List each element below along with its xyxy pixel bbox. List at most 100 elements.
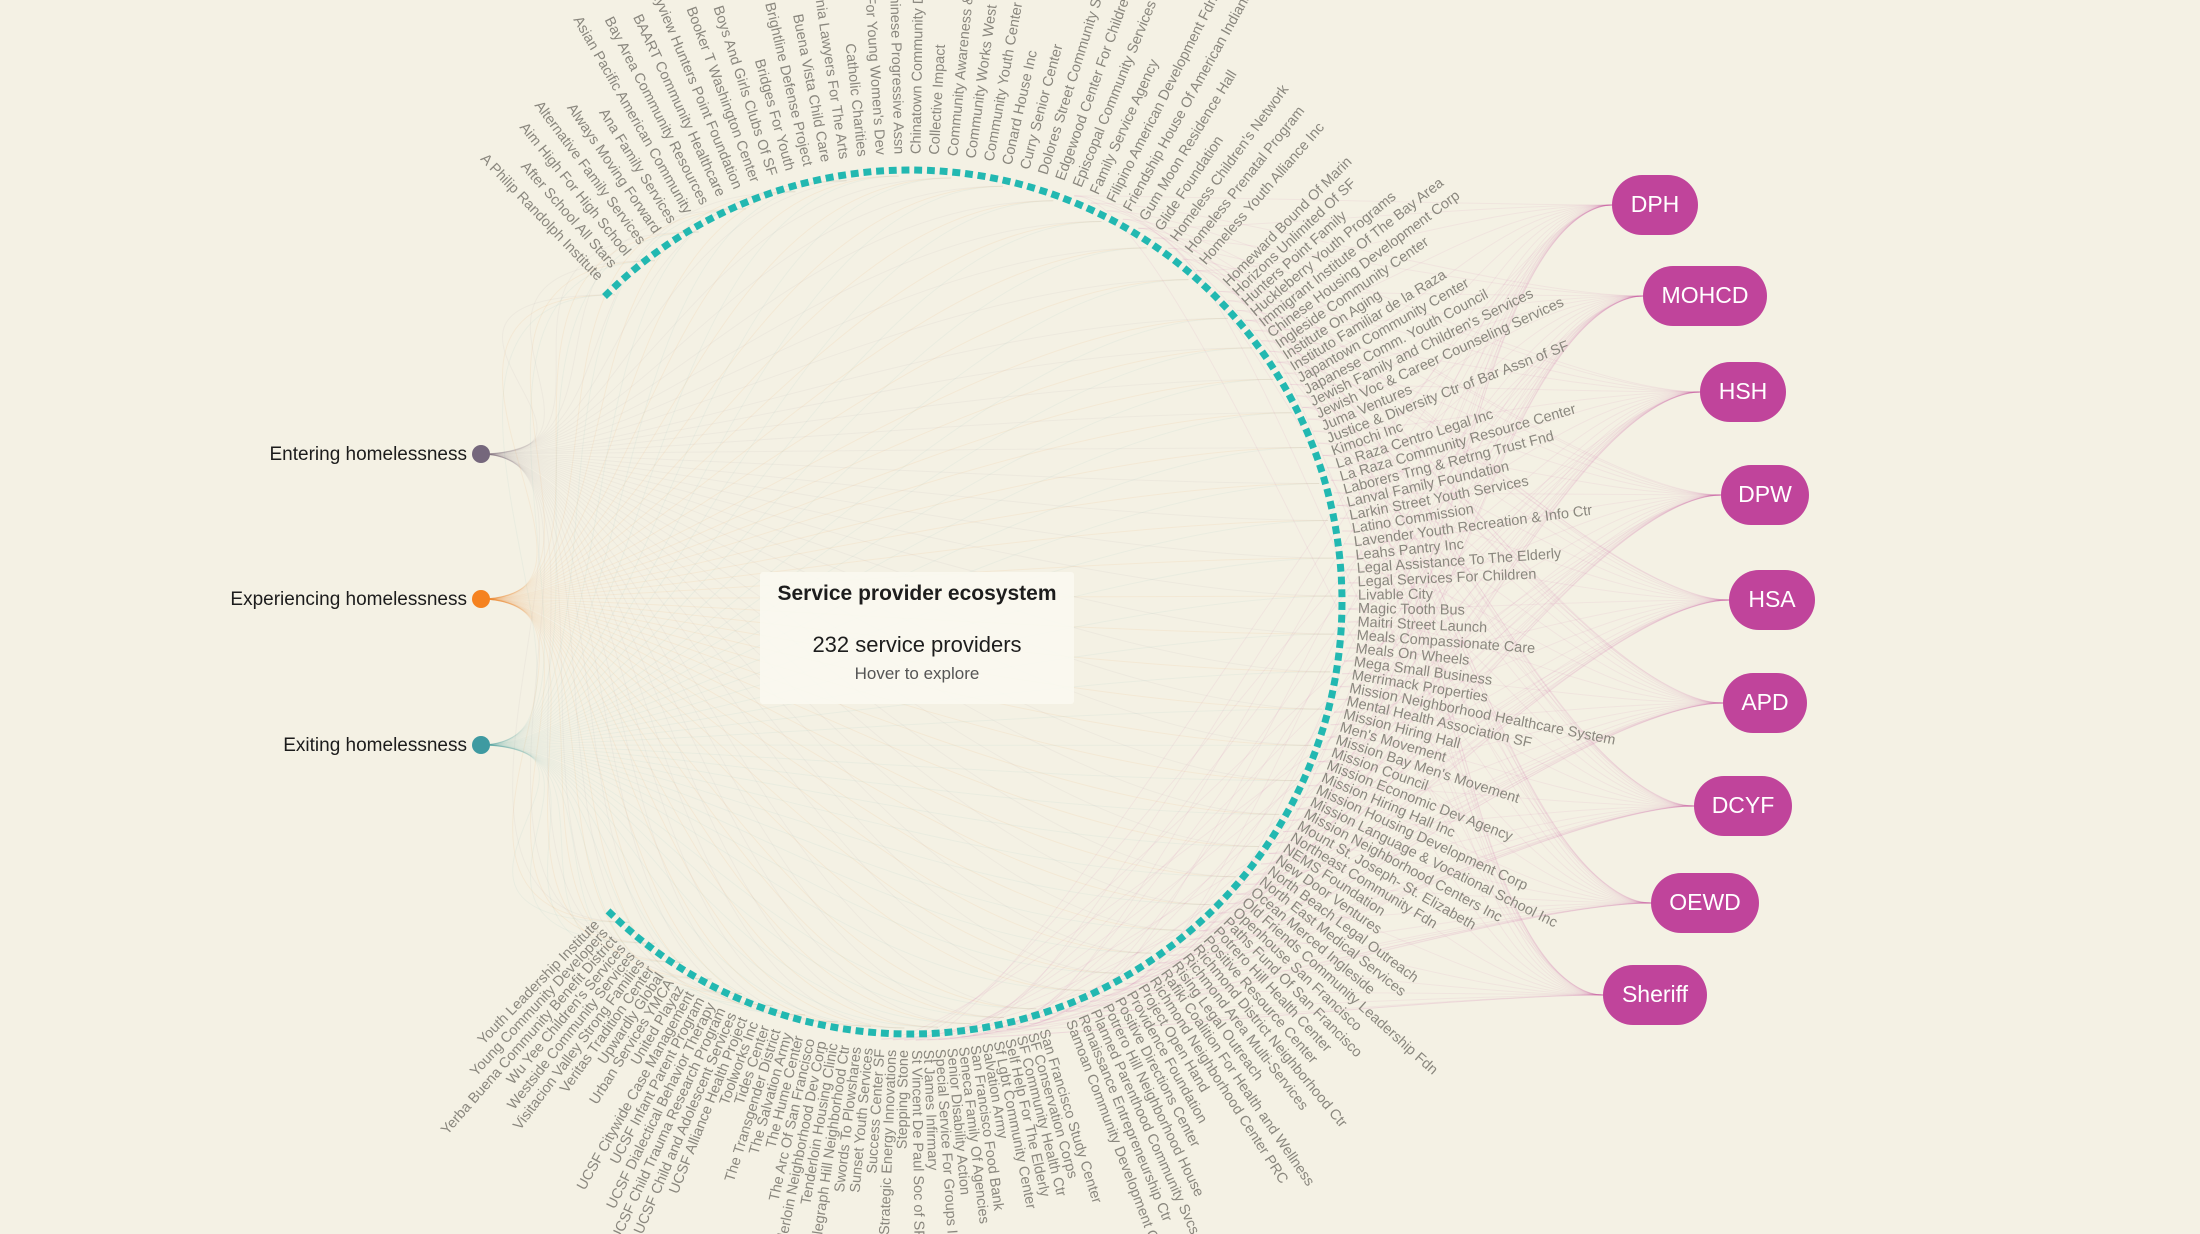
provider-label[interactable]: St Vincent De Paul Soc of SF — [908, 1050, 926, 1234]
agency-link — [1136, 805, 1695, 978]
agency-link — [1261, 340, 1701, 393]
stage-link — [480, 744, 838, 1023]
agency-link — [1196, 270, 1604, 996]
agency-label[interactable]: Sheriff — [1622, 981, 1689, 1007]
agency-node[interactable]: HSA — [1729, 570, 1815, 630]
agency-node[interactable]: MOHCD — [1643, 266, 1767, 326]
stage-link — [480, 453, 806, 1016]
provider-ring-segment — [1112, 975, 1123, 986]
provider-ring-segment — [1175, 933, 1187, 944]
provider-ring-segment — [1316, 463, 1326, 474]
agency-link — [1296, 395, 1722, 496]
stage-link — [480, 412, 1292, 600]
agency-label[interactable]: APD — [1741, 689, 1788, 715]
center-info-box: Service provider ecosystem 232 service p… — [760, 572, 1074, 704]
agency-node[interactable]: Sheriff — [1603, 965, 1707, 1025]
agency-link — [1199, 204, 1613, 932]
agency-pill[interactable] — [1651, 873, 1759, 933]
agency-node[interactable]: DPH — [1612, 175, 1698, 235]
provider-label[interactable]: Magic Tooth Bus — [1358, 601, 1465, 619]
stage-link — [480, 453, 1337, 597]
agency-link — [1168, 494, 1722, 956]
provider-ring-segment — [697, 976, 709, 987]
stage-link — [480, 453, 972, 1025]
agency-label[interactable]: OEWD — [1669, 889, 1741, 915]
agency-label[interactable]: MOHCD — [1662, 282, 1749, 308]
provider-ring-segment — [1085, 204, 1096, 215]
agency-link — [1268, 204, 1613, 854]
provider-label[interactable]: Maitri Street Launch — [1357, 614, 1487, 636]
agency-node[interactable]: OEWD — [1651, 873, 1759, 933]
provider-label[interactable]: Legal Services For Children — [1357, 567, 1536, 591]
provider-ring-segment — [994, 1020, 1004, 1030]
stage-node[interactable] — [472, 445, 490, 463]
provider-ring-segment — [1054, 1002, 1065, 1012]
provider-ring-segment — [767, 1007, 778, 1017]
stage-link — [480, 347, 1252, 455]
agency-pill[interactable] — [1643, 266, 1767, 326]
provider-label[interactable]: Collective Impact — [927, 44, 949, 155]
agency-node[interactable]: APD — [1723, 673, 1807, 733]
agency-link — [1138, 227, 1730, 601]
agency-label[interactable]: DPW — [1738, 481, 1792, 507]
provider-ring-segment — [1282, 807, 1293, 819]
stage-link — [480, 598, 774, 1006]
stage-link — [480, 520, 1329, 600]
agency-pill[interactable] — [1721, 465, 1809, 525]
stage-link — [480, 598, 1259, 847]
agency-pill[interactable] — [1723, 673, 1807, 733]
agency-link — [1290, 383, 1701, 393]
provider-ring-segment — [1335, 550, 1344, 560]
provider-label[interactable]: Chinatown Community Dev Ctr — [909, 0, 928, 154]
provider-label[interactable]: Stepping Stone — [895, 1050, 912, 1149]
agency-label[interactable]: HSH — [1719, 378, 1768, 404]
agency-link — [984, 805, 1695, 1035]
stage-link — [480, 744, 712, 980]
agency-node[interactable]: DCYF — [1694, 776, 1792, 836]
provider-ring-segment — [1200, 282, 1212, 293]
agency-node[interactable]: DPW — [1721, 465, 1809, 525]
stage-node[interactable] — [472, 590, 490, 608]
stage-link — [480, 744, 1182, 931]
agency-node[interactable]: HSH — [1700, 362, 1786, 422]
agency-label[interactable]: DPH — [1631, 191, 1680, 217]
provider-ring-segment — [634, 933, 645, 945]
stage-link — [480, 598, 1005, 1018]
provider-ring-segment — [1297, 415, 1307, 426]
agency-link — [1342, 295, 1644, 675]
provider-ring-segment — [1018, 1014, 1029, 1024]
agency-pill[interactable] — [1700, 362, 1786, 422]
agency-link — [1090, 202, 1644, 297]
stage-node[interactable] — [472, 736, 490, 754]
provider-ring-segment — [989, 174, 999, 183]
agency-pill[interactable] — [1729, 570, 1815, 630]
agency-label[interactable]: DCYF — [1712, 792, 1775, 818]
stage-link — [480, 744, 1259, 847]
stage-link — [480, 453, 742, 994]
agency-link — [1307, 295, 1644, 420]
stage-link — [480, 279, 1189, 746]
stage-link — [480, 180, 847, 600]
provider-label[interactable]: Chinese Progressive Assn — [886, 0, 906, 154]
agency-pill[interactable] — [1694, 776, 1792, 836]
provider-label[interactable]: St James Infirmary — [920, 1049, 941, 1171]
stage-link — [480, 177, 952, 746]
stage-link — [480, 200, 1054, 455]
provider-label[interactable]: Strategic Energy Innovations — [877, 1049, 900, 1234]
stage-link — [480, 453, 1331, 673]
agency-pill[interactable] — [1603, 965, 1707, 1025]
provider-ring-segment — [825, 173, 835, 182]
provider-label[interactable]: Livable City — [1358, 587, 1434, 604]
provider-ring-segment — [614, 917, 626, 928]
stage-label[interactable]: Experiencing homelessness — [230, 589, 467, 610]
stage-link — [480, 453, 656, 944]
stage-label[interactable]: Exiting homelessness — [283, 735, 467, 756]
agency-label[interactable]: HSA — [1748, 586, 1796, 612]
stage-label[interactable]: Entering homelessness — [270, 444, 468, 465]
agency-link — [1302, 406, 1730, 601]
provider-ring-segment — [654, 948, 666, 960]
provider-ring-segment — [850, 169, 860, 178]
agency-pill[interactable] — [1612, 175, 1698, 235]
stage-link — [480, 744, 1037, 1010]
provider-ring-segment — [1181, 265, 1193, 276]
